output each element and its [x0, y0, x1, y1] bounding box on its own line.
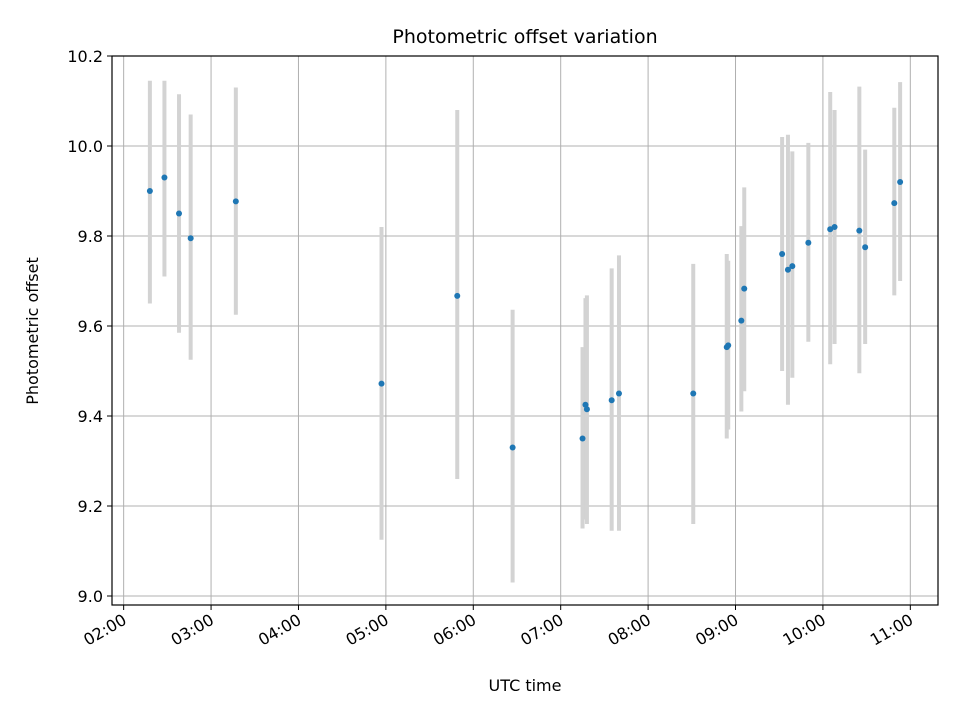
data-point: [454, 292, 461, 299]
y-tick-label: 9.4: [78, 407, 103, 426]
data-point: [579, 435, 586, 442]
data-point: [784, 266, 791, 273]
data-point: [378, 380, 385, 387]
data-point: [741, 285, 748, 292]
data-point: [831, 224, 838, 230]
data-point: [789, 263, 796, 270]
data-point: [615, 390, 622, 397]
data-point: [891, 200, 898, 207]
data-point: [187, 235, 194, 242]
data-point: [805, 239, 812, 246]
data-point: [608, 397, 615, 404]
data-point: [725, 342, 732, 349]
data-point: [690, 390, 697, 397]
chart-title: Photometric offset variation: [392, 26, 657, 48]
y-axis: 9.0 9.2 9.4 9.6 9.8 10.0 10.2: [67, 47, 112, 606]
plot-frame: [111, 55, 939, 606]
data-point: [582, 401, 589, 408]
grid-lines: [112, 55, 938, 605]
y-axis-label: Photometric offset: [23, 257, 42, 405]
data-point: [779, 251, 786, 257]
data-point: [509, 444, 516, 451]
y-tick-label: 10.2: [67, 47, 103, 66]
data-point: [862, 244, 869, 251]
y-tick-label: 10.0: [67, 137, 103, 156]
y-tick-label: 9.8: [78, 227, 103, 246]
data-point: [583, 406, 590, 413]
data-point: [897, 179, 904, 185]
y-tick-label: 9.6: [78, 317, 103, 336]
data-points: [146, 174, 904, 451]
x-axis-label: UTC time: [489, 676, 562, 695]
data-point: [738, 317, 745, 324]
y-tick-label: 9.2: [78, 497, 103, 516]
data-point: [161, 174, 168, 181]
data-point: [146, 188, 153, 194]
data-point: [856, 227, 863, 234]
data-point: [232, 198, 239, 205]
data-point: [176, 210, 183, 217]
y-tick-label: 9.0: [78, 587, 103, 606]
